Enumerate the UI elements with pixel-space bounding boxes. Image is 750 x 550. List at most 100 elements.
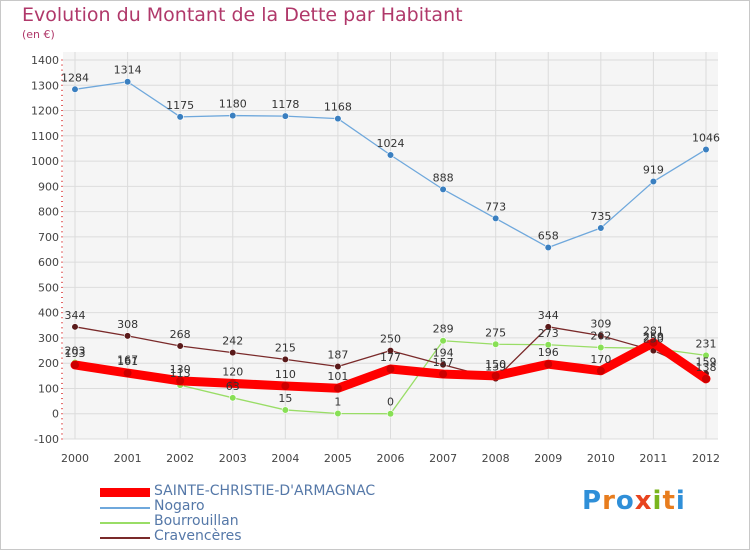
data-point <box>491 371 500 380</box>
data-point <box>229 111 237 120</box>
y-tick-label: 400 <box>38 307 59 320</box>
data-point <box>596 366 605 375</box>
data-point <box>544 360 553 369</box>
data-label: 344 <box>65 309 86 322</box>
data-point <box>229 394 237 402</box>
legend-swatch <box>100 522 150 524</box>
data-point <box>281 355 289 364</box>
data-point <box>702 351 710 359</box>
data-label: 203 <box>65 344 86 357</box>
data-point <box>544 341 552 349</box>
y-tick-label: 200 <box>38 357 59 370</box>
y-tick-label: 1200 <box>31 105 59 118</box>
data-label: 110 <box>275 368 296 381</box>
logo-letter: P <box>582 486 603 516</box>
data-label: 262 <box>590 330 611 343</box>
data-label: 888 <box>433 171 454 184</box>
data-point <box>597 332 605 340</box>
data-label: 1175 <box>166 99 194 112</box>
data-point <box>439 337 447 345</box>
data-point <box>439 361 447 369</box>
y-tick-label: 800 <box>38 206 59 219</box>
data-point <box>71 85 79 93</box>
data-label: 1178 <box>271 98 299 111</box>
data-point <box>334 115 342 123</box>
data-label: 138 <box>696 361 717 374</box>
data-point <box>702 374 710 383</box>
data-point <box>176 376 185 385</box>
data-point <box>334 409 342 418</box>
data-point <box>492 340 500 348</box>
data-label: 344 <box>538 309 559 322</box>
legend-swatch <box>100 488 150 497</box>
x-tick-label: 2012 <box>692 452 720 465</box>
data-label: 1168 <box>324 101 352 114</box>
y-tick-label: 1100 <box>31 130 59 143</box>
x-tick-label: 2000 <box>61 452 89 465</box>
data-point <box>71 360 79 369</box>
logo-letter: r <box>602 486 616 516</box>
data-label: 196 <box>538 346 559 359</box>
data-point <box>228 379 237 388</box>
x-tick-label: 2005 <box>324 452 352 465</box>
y-tick-label: 300 <box>38 332 59 345</box>
data-label: 773 <box>485 200 506 213</box>
data-label: 658 <box>538 229 559 242</box>
data-point <box>334 362 342 371</box>
data-label: 159 <box>696 356 717 369</box>
data-label: 1180 <box>219 98 247 111</box>
data-label: 1046 <box>692 131 720 144</box>
data-label: 194 <box>433 347 454 360</box>
data-label: 0 <box>387 396 394 409</box>
data-label: 120 <box>222 365 243 378</box>
legend-swatch <box>100 537 150 539</box>
data-label: 1 <box>334 395 341 408</box>
data-point <box>123 369 132 378</box>
logo-letter: t <box>662 486 676 516</box>
data-label: 275 <box>485 326 506 339</box>
data-label: 242 <box>222 335 243 348</box>
data-point <box>439 370 448 379</box>
data-label: 101 <box>327 370 348 383</box>
x-tick-label: 2004 <box>271 452 299 465</box>
data-point <box>597 224 605 232</box>
y-tick-label: 0 <box>52 408 59 421</box>
proxiti-logo: Proxiti <box>582 486 686 516</box>
data-point <box>386 151 395 159</box>
data-label: 1314 <box>114 64 142 77</box>
logo-letter: i <box>652 486 663 516</box>
data-label: 250 <box>643 333 664 346</box>
data-label: 139 <box>485 361 506 374</box>
data-label: 919 <box>643 164 664 177</box>
legend-swatch <box>100 507 150 509</box>
y-tick-label: -100 <box>34 433 59 446</box>
y-tick-label: 1400 <box>31 54 59 67</box>
x-tick-label: 2010 <box>587 452 615 465</box>
data-point <box>281 381 290 390</box>
legend-label: SAINTE-CHRISTIE-D'ARMAGNAC <box>154 483 376 499</box>
x-tick-label: 2001 <box>114 452 142 465</box>
data-point <box>492 214 500 223</box>
data-label: 250 <box>380 333 401 346</box>
data-label: 161 <box>117 355 138 368</box>
data-label: 231 <box>696 337 717 350</box>
data-point <box>71 323 79 331</box>
data-point <box>649 177 658 186</box>
legend-label: Bourrouillan <box>154 513 239 529</box>
data-label: 63 <box>226 380 240 393</box>
data-label: 281 <box>643 325 664 338</box>
y-tick-label: 1000 <box>31 155 59 168</box>
data-point <box>176 113 184 121</box>
data-label: 167 <box>117 354 138 367</box>
data-point <box>544 323 552 331</box>
data-point <box>597 343 605 352</box>
data-label: 170 <box>590 353 611 366</box>
logo-letter: o <box>615 486 635 516</box>
y-tick-label: 1300 <box>31 79 59 92</box>
data-point <box>123 332 132 340</box>
y-tick-label: 700 <box>38 231 59 244</box>
data-point <box>702 145 710 154</box>
data-point <box>439 185 447 193</box>
data-label: 177 <box>380 351 401 364</box>
data-label: 157 <box>433 356 454 369</box>
